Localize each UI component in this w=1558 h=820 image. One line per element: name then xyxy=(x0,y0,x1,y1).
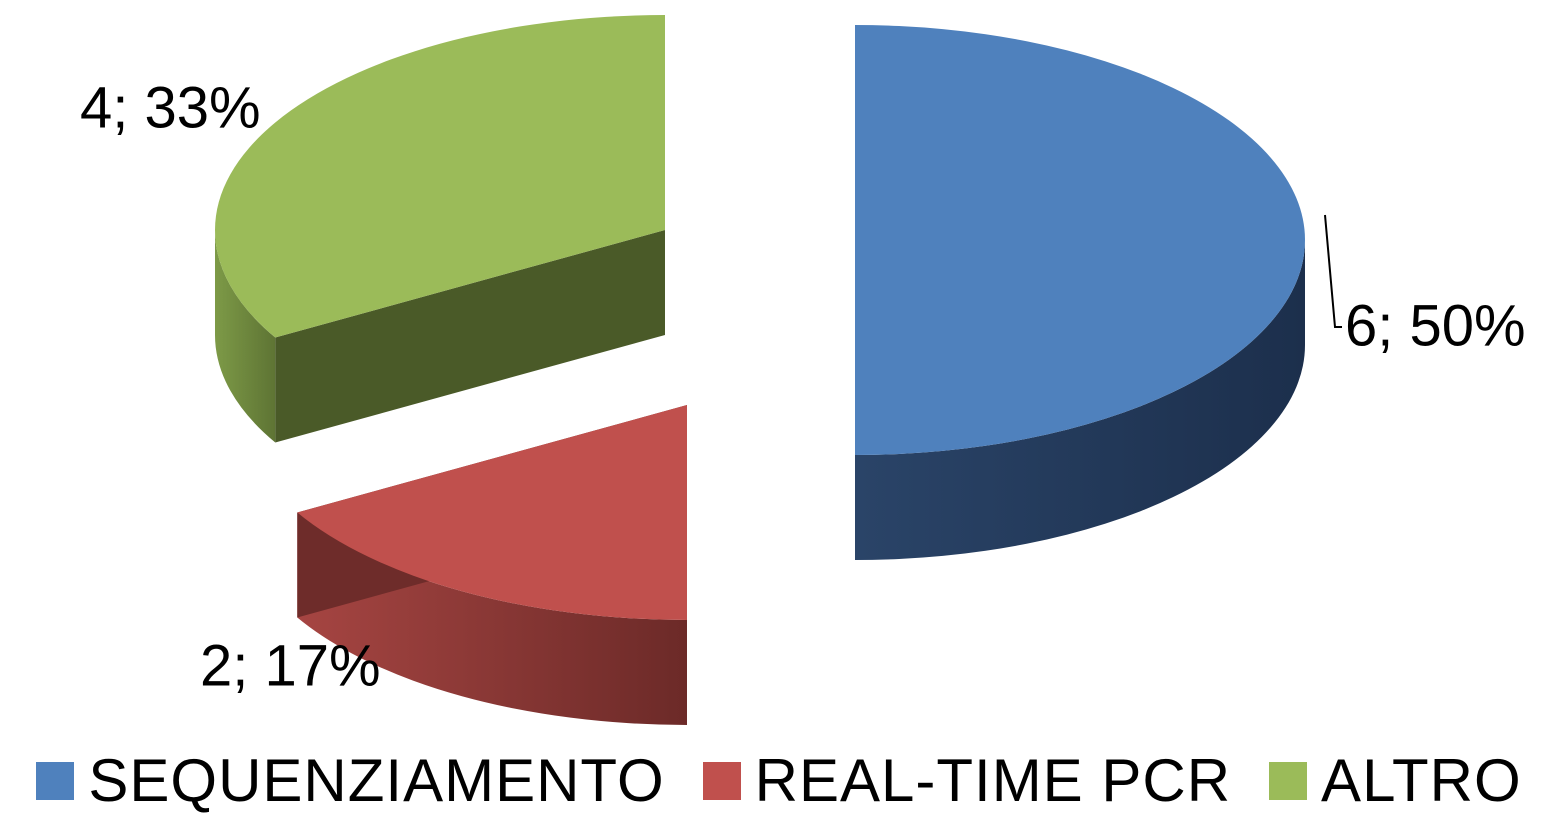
legend-swatch-real-time-pcr xyxy=(702,762,741,800)
legend-item-real-time-pcr: REAL-TIME PCR xyxy=(702,747,1232,814)
pie-slice-cut-altro-0 xyxy=(275,230,665,443)
leader-line-sequenziamento xyxy=(1324,214,1342,328)
legend-label-real-time-pcr: REAL-TIME PCR xyxy=(754,747,1232,814)
legend-item-sequenziamento: SEQUENZIAMENTO xyxy=(36,751,664,811)
data-label-sequenziamento: 6; 50% xyxy=(1345,293,1526,358)
pie-slice-top-real-time-pcr xyxy=(297,405,687,620)
pie-slice-altro xyxy=(215,15,666,443)
pie-slice-side-altro xyxy=(215,230,276,443)
legend-swatch-altro xyxy=(1269,762,1308,800)
pie-slice-side-sequenziamento xyxy=(855,240,1305,560)
legend-label-altro: ALTRO xyxy=(1321,747,1522,814)
pie-slice-sequenziamento xyxy=(855,25,1305,560)
pie-slice-top-altro xyxy=(215,15,666,338)
pie-slice-side-real-time-pcr xyxy=(297,512,687,725)
chart-legend: SEQUENZIAMENTO REAL-TIME PCR ALTRO xyxy=(0,742,1558,820)
data-label-real-time-pcr: 2; 17% xyxy=(200,633,381,698)
legend-item-altro: ALTRO xyxy=(1269,751,1522,811)
legend-label-sequenziamento: SEQUENZIAMENTO xyxy=(88,747,665,814)
pie-plot-area: 6; 50% 2; 17% 4; 33% xyxy=(80,15,1526,725)
legend-swatch-sequenziamento xyxy=(36,762,75,800)
pie-slice-top-sequenziamento xyxy=(855,25,1305,455)
data-label-altro: 4; 33% xyxy=(80,75,261,140)
pie-slice-real-time-pcr xyxy=(297,405,687,725)
